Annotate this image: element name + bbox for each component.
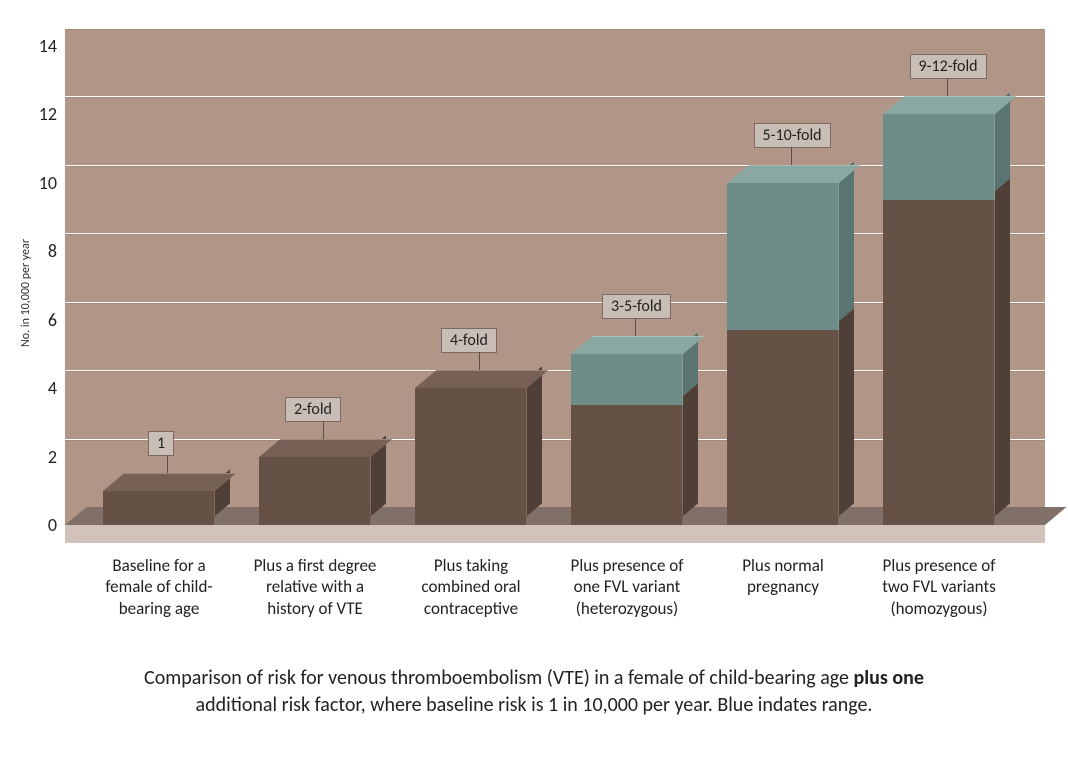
bar-brown bbox=[259, 457, 371, 525]
leader-line bbox=[167, 455, 168, 473]
chart-caption: Comparison of risk for venous thromboemb… bbox=[0, 665, 1068, 719]
y-tick: 0 bbox=[27, 514, 57, 536]
bar-brown bbox=[415, 388, 527, 525]
data-label: 5-10-fold bbox=[754, 123, 831, 148]
bar-blue-side bbox=[839, 161, 854, 321]
bar-divider bbox=[727, 312, 860, 330]
x-axis-label: Baseline for a female of child-bearing a… bbox=[89, 555, 229, 619]
bar-brown bbox=[727, 330, 839, 525]
caption-line1-pre: Comparison of risk for venous thromboemb… bbox=[144, 666, 853, 690]
x-axis-label: Plus taking combined oral contraceptive bbox=[401, 555, 541, 619]
bar-brown bbox=[883, 200, 995, 525]
bar-top bbox=[727, 165, 860, 183]
x-axis-label: Plus normal pregnancy bbox=[713, 555, 853, 598]
y-tick: 4 bbox=[27, 377, 57, 399]
x-axis-label: Plus presence of two FVL variants (homoz… bbox=[869, 555, 1009, 619]
bar-brown-side bbox=[683, 384, 698, 516]
bar-divider bbox=[883, 182, 1016, 200]
bar-top bbox=[571, 336, 704, 354]
bar-top bbox=[103, 473, 236, 491]
bar-brown-side bbox=[839, 308, 854, 516]
leader-line bbox=[791, 147, 792, 165]
data-label: 4-fold bbox=[441, 328, 497, 353]
gridline bbox=[65, 28, 1045, 29]
bar-brown bbox=[571, 405, 683, 525]
bar-top bbox=[259, 439, 392, 457]
leader-line bbox=[635, 318, 636, 336]
bar-divider bbox=[571, 387, 704, 405]
bar-brown-side bbox=[995, 178, 1010, 516]
bar-brown-side bbox=[527, 366, 542, 516]
leader-line bbox=[323, 421, 324, 439]
bar-blue bbox=[727, 183, 839, 330]
caption-line1-bold: plus one bbox=[854, 666, 924, 690]
gridline bbox=[65, 96, 1045, 97]
bar-brown bbox=[103, 491, 215, 525]
data-label: 1 bbox=[148, 431, 174, 456]
data-label: 9-12-fold bbox=[910, 54, 987, 79]
x-axis-label: Plus a first degree relative with a hist… bbox=[245, 555, 385, 619]
leader-line bbox=[479, 352, 480, 370]
caption-line2: additional risk factor, where baseline r… bbox=[196, 693, 873, 717]
chart-container: 02468101214 No. in 10,000 per year Basel… bbox=[0, 0, 1068, 770]
baseline-strip bbox=[65, 525, 1045, 543]
data-label: 2-fold bbox=[285, 397, 341, 422]
bar-top bbox=[883, 96, 1016, 114]
data-label: 3-5-fold bbox=[602, 294, 671, 319]
y-tick: 14 bbox=[27, 35, 57, 57]
y-tick: 12 bbox=[27, 103, 57, 125]
x-axis-label: Plus presence of one FVL variant (hetero… bbox=[557, 555, 697, 619]
y-tick: 10 bbox=[27, 172, 57, 194]
y-tick: 2 bbox=[27, 446, 57, 468]
y-axis-label: No. in 10,000 per year bbox=[19, 239, 33, 347]
bar-top bbox=[415, 370, 548, 388]
leader-line bbox=[947, 78, 948, 96]
